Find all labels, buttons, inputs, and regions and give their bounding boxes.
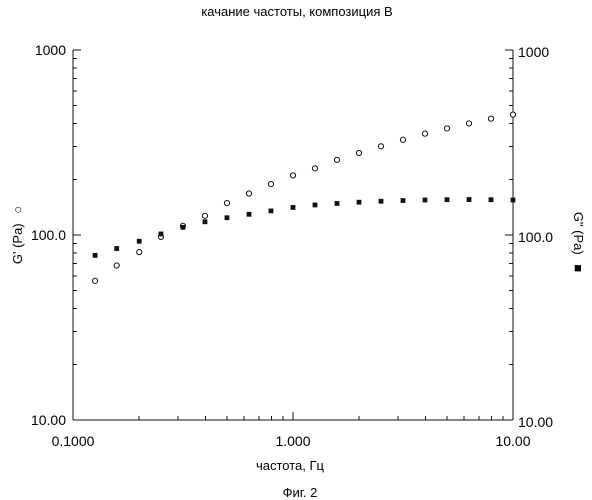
left-axis-tick-label: 10.00 (31, 412, 66, 428)
x-axis-tick-label: 0.1000 (52, 433, 95, 449)
filled-square-point (357, 200, 362, 205)
open-circle-point (400, 137, 405, 142)
open-circle-point (466, 121, 471, 126)
right-axis-label-group: G" (Pa) ■ (571, 212, 586, 273)
filled-square-point (511, 198, 516, 203)
filled-square-point (489, 197, 494, 202)
open-circle-point (290, 173, 295, 178)
filled-square-point (93, 253, 98, 258)
open-circle-point (92, 278, 97, 283)
left-axis-label: G' (Pa) ○ (10, 206, 25, 264)
right-axis-label: G" (Pa) ■ (571, 212, 586, 273)
filled-square-point (225, 215, 230, 220)
point-layer (92, 112, 515, 284)
filled-square-point (467, 197, 472, 202)
filled-square-point (335, 201, 340, 206)
filled-square-point (313, 203, 318, 208)
left-axis-label-group: G' (Pa) ○ (10, 206, 25, 264)
open-circle-point (268, 182, 273, 187)
filled-square-point (247, 212, 252, 217)
left-axis-tick-label: 1000 (35, 42, 66, 58)
open-circle-point (488, 116, 493, 121)
tick-layer: 0.1000 1.000 10.00 10.00 10.00 100.0 100.0 1000… (31, 42, 553, 449)
left-axis-label-text: G' (Pa) (10, 223, 25, 264)
filled-square-point (445, 197, 450, 202)
chart-title: качание частоты, композиция B (201, 4, 392, 19)
filled-square-point (159, 232, 164, 237)
filled-square-point (203, 219, 208, 224)
right-axis-tick-label: 100.0 (518, 229, 553, 245)
open-circle-point (246, 191, 251, 196)
filled-square-point (181, 225, 186, 230)
x-axis-label: частота, Гц (256, 458, 325, 473)
right-axis-tick-label: 10.00 (518, 414, 553, 430)
filled-square-point (401, 198, 406, 203)
x-axis-tick-label: 1.000 (275, 433, 310, 449)
open-circle-point (137, 250, 142, 255)
filled-square-point (114, 246, 119, 251)
filled-square-point (379, 199, 384, 204)
open-circle-point (224, 201, 229, 206)
open-circle-point (378, 144, 383, 149)
open-circle-point (312, 166, 317, 171)
filled-square-point (137, 239, 142, 244)
figure-caption: Фиг. 2 (283, 485, 318, 500)
filled-square-legend-symbol: ■ (571, 264, 586, 272)
open-circle-point (334, 157, 339, 162)
open-circle-point (510, 112, 515, 117)
open-circle-point (422, 131, 427, 136)
filled-square-point (423, 198, 428, 203)
x-axis-tick-label: 10.00 (495, 433, 530, 449)
open-circle-point (356, 150, 361, 155)
filled-square-point (291, 205, 296, 210)
right-axis-tick-label: 1000 (518, 44, 549, 60)
open-circle-point (202, 213, 207, 218)
left-axis-tick-label: 100.0 (31, 227, 66, 243)
plot-axes (73, 50, 513, 420)
open-circle-point (114, 263, 119, 268)
filled-square-point (269, 208, 274, 213)
open-circle-legend-symbol: ○ (10, 206, 25, 214)
right-axis-label-text: G" (Pa) (571, 212, 586, 255)
open-circle-point (444, 126, 449, 131)
